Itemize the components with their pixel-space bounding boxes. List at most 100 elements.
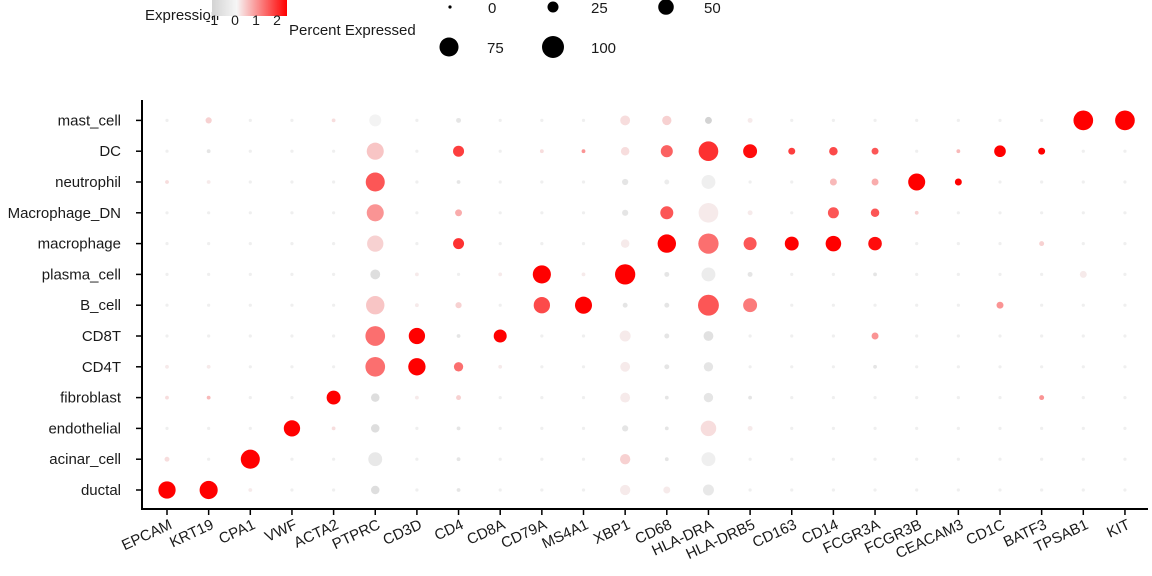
dot-macrophage-cd3d: [415, 242, 419, 246]
size-legend-dot: [448, 5, 452, 9]
dot-neutrophil-ceacam3: [954, 178, 962, 186]
dot-plasma-cell-cd8a: [498, 272, 503, 277]
dot-dc-tpsab1: [1081, 149, 1085, 153]
dot-cd8t-ceacam3: [956, 334, 960, 338]
dot-macrophage-dn-ms4a1: [581, 211, 586, 215]
dot-cd4t-ptprc: [365, 356, 386, 377]
x-tick-label-cd163: CD163: [750, 516, 800, 551]
dot-b-cell-cd8a: [498, 303, 502, 307]
dot-ductal-batf3: [1040, 488, 1044, 492]
dot-acinar-cell-cd14: [831, 457, 836, 461]
expression-legend: Expression -1 0 1 2: [145, 0, 287, 28]
expression-tick-label: -1: [206, 12, 219, 28]
dot-dc-cd3d: [415, 149, 419, 153]
dot-acinar-cell-cd68: [664, 457, 669, 462]
dot-mast-cell-ceacam3: [956, 118, 960, 122]
expression-tick-label: 2: [273, 12, 281, 28]
dot-macrophage-dn-fcgr3b: [914, 210, 919, 215]
dot-fibroblast-epcam: [165, 395, 169, 400]
dot-cd4t-epcam: [165, 364, 169, 369]
dot-fibroblast-ptprc: [370, 393, 380, 402]
dot-plasma-cell-cd79a: [532, 265, 551, 284]
dot-ductal-cpa1: [248, 488, 253, 492]
x-tick-label-ptprc: PTPRC: [330, 516, 383, 553]
dot-mast-cell-tpsab1: [1073, 110, 1094, 131]
dot-mast-cell-cd14: [831, 118, 836, 122]
size-legend-label: 25: [591, 0, 608, 17]
dot-cd4t-cd3d: [408, 358, 426, 376]
dot-macrophage-cd14: [825, 235, 842, 252]
dot-fibroblast-vwf: [290, 396, 294, 400]
dot-mast-cell-cd68: [662, 115, 672, 126]
dot-cd4t-cpa1: [248, 365, 252, 369]
dot-cd4t-cd8a: [498, 364, 503, 369]
dot-plasma-cell-cd1c: [998, 272, 1002, 276]
x-tick-label-cd1c: CD1C: [963, 516, 1007, 549]
dot-macrophage-dn-cd1c: [998, 211, 1002, 215]
dot-neutrophil-vwf: [290, 180, 294, 184]
dot-endothelial-krt19: [207, 426, 211, 430]
dot-endothelial-epcam: [165, 426, 169, 430]
dot-plasma-cell-cd14: [831, 272, 836, 276]
dot-macrophage-dn-acta2: [332, 211, 336, 215]
dot-ductal-ptprc: [370, 485, 380, 495]
dot-endothelial-tpsab1: [1081, 426, 1085, 430]
dot-macrophage-cd4: [453, 238, 465, 250]
dot-endothelial-cd14: [831, 426, 836, 430]
dot-mast-cell-hla-drb5: [747, 117, 753, 123]
dot-acinar-cell-cd163: [790, 457, 794, 461]
dot-acinar-cell-hla-drb5: [748, 457, 752, 461]
dot-cd8t-cd3d: [408, 327, 426, 345]
dot-plasma-cell-cd163: [790, 272, 794, 276]
dot-acinar-cell-acta2: [332, 457, 336, 461]
dot-fibroblast-xbp1: [620, 392, 631, 403]
dot-fibroblast-cd1c: [998, 396, 1002, 400]
dot-dc-vwf: [290, 149, 294, 153]
dot-macrophage-cd79a: [540, 242, 544, 246]
dot-cd8t-cd4: [456, 334, 461, 338]
dot-macrophage-tpsab1: [1081, 242, 1085, 246]
dot-cd8t-cd163: [790, 334, 794, 338]
dot-cd4t-krt19: [206, 364, 211, 369]
dot-cd8t-cpa1: [248, 334, 252, 338]
dot-cd8t-ms4a1: [581, 334, 586, 338]
dot-fibroblast-cd79a: [540, 396, 544, 400]
dot-ductal-cd3d: [415, 488, 419, 492]
dot-endothelial-hla-dra: [700, 420, 717, 437]
dot-cd4t-acta2: [332, 365, 336, 369]
x-tick-label-cpa1: CPA1: [216, 516, 258, 547]
dot-macrophage-acta2: [332, 242, 336, 246]
dot-cd8t-ptprc: [365, 326, 386, 346]
dot-macrophage-dn-xbp1: [622, 209, 629, 216]
dot-plasma-cell-cpa1: [248, 272, 252, 276]
dot-acinar-cell-cd8a: [498, 457, 502, 461]
size-legend-label: 75: [487, 40, 504, 57]
dot-macrophage-dn-krt19: [207, 211, 211, 215]
dot-macrophage-krt19: [207, 242, 211, 246]
dot-cd4t-hla-dra: [703, 362, 714, 372]
dot-grid: [158, 110, 1135, 500]
dot-b-cell-batf3: [1040, 303, 1044, 307]
dot-b-cell-cd4: [455, 302, 462, 309]
dot-cd8t-vwf: [290, 334, 294, 338]
dot-macrophage-fcgr3a: [868, 236, 882, 251]
dot-macrophage-dn-vwf: [290, 211, 294, 215]
dot-acinar-cell-hla-dra: [701, 452, 716, 467]
y-tick-label-dc: DC: [99, 143, 121, 160]
dot-mast-cell-cd3d: [415, 118, 419, 122]
size-legend-label: 50: [704, 0, 721, 17]
dot-plasma-cell-cd3d: [414, 272, 419, 277]
dot-dc-krt19: [206, 149, 211, 154]
percent-legend-title: Percent Expressed: [289, 22, 416, 39]
dot-macrophage-kit: [1123, 242, 1127, 246]
dot-macrophage-dn-hla-dra: [698, 202, 719, 223]
dot-macrophage-dn-kit: [1123, 211, 1127, 215]
dot-mast-cell-batf3: [1040, 118, 1044, 122]
dot-macrophage-dn-ptprc: [366, 204, 384, 222]
dot-cd8t-tpsab1: [1081, 334, 1085, 338]
dot-macrophage-cd163: [784, 236, 799, 251]
dot-mast-cell-cd4: [456, 117, 462, 123]
dot-neutrophil-ms4a1: [581, 180, 586, 184]
dot-cd4t-tpsab1: [1081, 365, 1085, 369]
dot-macrophage-xbp1: [620, 239, 630, 248]
